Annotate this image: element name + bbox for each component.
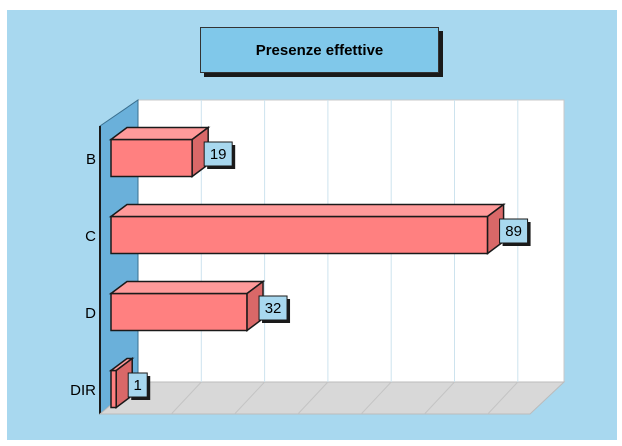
floor — [98, 381, 566, 415]
value-label-dir: 1 — [134, 377, 142, 394]
labels: B 19 C 89 D 32 DIR 1 — [70, 141, 531, 400]
value-label-c: 89 — [505, 223, 522, 240]
value-label-d: 32 — [265, 300, 282, 317]
floor-gridline — [360, 381, 392, 415]
floor-gridline — [234, 381, 265, 415]
value-label-b: 19 — [210, 146, 227, 163]
value-label-box — [499, 218, 529, 244]
chart-title: Presenze effettive — [200, 27, 439, 73]
floor-gridline — [170, 381, 202, 415]
floor-gridline — [487, 381, 519, 415]
bar-d — [110, 292, 248, 332]
value-label-box — [127, 372, 148, 398]
value-label-box — [203, 141, 233, 167]
bar-top-c — [108, 203, 506, 218]
floor-gridline — [424, 381, 455, 415]
bar-top-d — [108, 280, 266, 295]
chart-walls — [98, 99, 566, 416]
floor-gridline — [297, 381, 329, 415]
bar-b — [110, 138, 193, 178]
bar-c — [110, 215, 489, 255]
category-label-c: C — [85, 228, 96, 245]
category-label-b: B — [86, 151, 96, 168]
category-label-dir: DIR — [70, 382, 96, 399]
bar-dir — [110, 369, 117, 409]
value-label-box — [258, 295, 288, 321]
category-label-d: D — [85, 305, 96, 322]
